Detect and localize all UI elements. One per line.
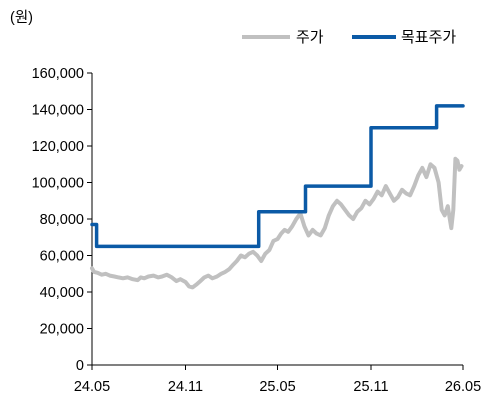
x-tick-label: 26.05 (445, 379, 481, 395)
y-tick-label: 140,000 (32, 103, 84, 119)
y-tick-label: 60,000 (40, 249, 84, 265)
series-line-target-price (92, 106, 463, 247)
x-tick-label: 24.11 (168, 379, 203, 395)
legend-label-target-price: 목표주가 (401, 28, 456, 46)
x-axis: 24.05 24.11 25.05 25.11 26.05 (74, 365, 481, 395)
y-tick-label: 80,000 (40, 212, 84, 228)
x-tick-label: 25.11 (353, 379, 388, 395)
y-tick-label: 40,000 (40, 285, 84, 301)
y-tick-label: 160,000 (32, 66, 84, 82)
legend: 주가 목표주가 (242, 28, 456, 46)
series-layer (92, 106, 463, 288)
series-line-stock-price (92, 159, 462, 288)
legend-label-stock-price: 주가 (296, 28, 324, 46)
x-tick-label: 25.05 (259, 379, 295, 395)
y-tick-label: 0 (76, 358, 84, 374)
y-axis: 0 20,000 40,000 60,000 80,000 100,000 120,000 1… (32, 66, 92, 374)
y-axis-unit-label: (원) (10, 9, 33, 26)
y-tick-label: 20,000 (40, 322, 84, 338)
y-tick-label: 120,000 (32, 139, 84, 155)
x-tick-label: 24.05 (74, 379, 110, 395)
y-tick-label: 100,000 (32, 176, 84, 192)
